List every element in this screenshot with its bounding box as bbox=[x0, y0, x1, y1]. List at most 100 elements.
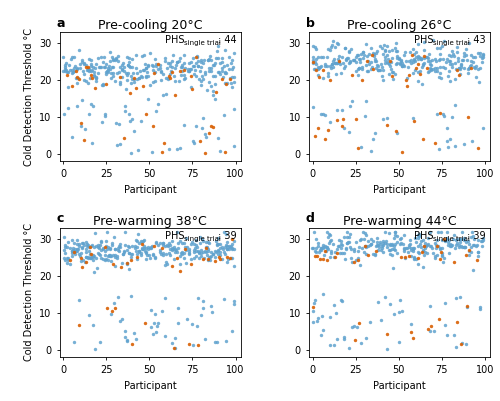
Point bbox=[112, 56, 120, 62]
Point bbox=[106, 251, 114, 258]
Point bbox=[139, 67, 147, 73]
Point bbox=[204, 256, 212, 262]
Point bbox=[371, 57, 379, 64]
Point bbox=[476, 53, 484, 59]
Point bbox=[324, 234, 332, 240]
Point bbox=[62, 67, 70, 73]
Point bbox=[368, 52, 376, 58]
Point bbox=[410, 255, 418, 261]
Point bbox=[368, 64, 376, 70]
Point bbox=[108, 241, 116, 248]
Point bbox=[436, 245, 444, 252]
Point bbox=[405, 244, 413, 250]
Point bbox=[130, 79, 138, 85]
Point bbox=[190, 71, 198, 77]
Point bbox=[453, 49, 461, 55]
Point bbox=[114, 245, 122, 251]
Point bbox=[60, 243, 68, 250]
Point bbox=[64, 257, 72, 263]
Point bbox=[309, 319, 317, 325]
Point bbox=[331, 59, 339, 66]
Point bbox=[454, 240, 462, 247]
Point bbox=[350, 247, 358, 254]
Point bbox=[322, 54, 330, 61]
Point bbox=[362, 232, 370, 239]
Point bbox=[346, 243, 354, 250]
Point bbox=[192, 248, 200, 255]
Point bbox=[448, 48, 456, 54]
Point bbox=[230, 105, 238, 112]
Point bbox=[410, 56, 418, 62]
Point bbox=[393, 233, 401, 239]
Point bbox=[194, 53, 202, 59]
Point bbox=[70, 247, 78, 253]
Point bbox=[455, 242, 463, 248]
Point bbox=[470, 64, 478, 70]
Point bbox=[168, 245, 176, 251]
Point bbox=[331, 254, 339, 261]
Point bbox=[223, 79, 231, 86]
Point bbox=[146, 245, 154, 251]
Point bbox=[471, 65, 479, 71]
Point bbox=[356, 59, 364, 66]
Point bbox=[452, 237, 460, 243]
Point bbox=[322, 244, 330, 251]
Point bbox=[102, 304, 110, 311]
Point bbox=[127, 73, 135, 79]
Point bbox=[194, 63, 202, 69]
Point bbox=[168, 263, 176, 269]
Point bbox=[464, 114, 471, 120]
Point bbox=[438, 253, 446, 259]
Point bbox=[218, 59, 226, 65]
Point bbox=[133, 76, 141, 82]
Point bbox=[114, 247, 122, 253]
Point bbox=[210, 60, 218, 66]
Point bbox=[436, 256, 444, 262]
Point bbox=[327, 250, 335, 256]
Point bbox=[309, 104, 317, 110]
Point bbox=[111, 78, 119, 84]
Point bbox=[156, 239, 164, 246]
Point bbox=[152, 61, 160, 67]
Point bbox=[409, 335, 417, 342]
Point bbox=[188, 238, 196, 245]
Point bbox=[356, 56, 364, 62]
Point bbox=[426, 303, 434, 309]
Point bbox=[309, 43, 317, 49]
Point bbox=[123, 259, 131, 266]
Point bbox=[226, 244, 234, 250]
Point bbox=[350, 245, 358, 252]
Point bbox=[137, 117, 145, 124]
Point bbox=[170, 73, 178, 80]
Point bbox=[398, 149, 406, 155]
Point bbox=[68, 134, 76, 140]
Point bbox=[340, 250, 347, 257]
Point bbox=[354, 248, 362, 254]
Point bbox=[346, 231, 354, 237]
Point bbox=[214, 241, 222, 247]
Point bbox=[91, 230, 99, 237]
Point bbox=[207, 123, 215, 130]
Point bbox=[474, 145, 482, 152]
Point bbox=[419, 248, 427, 254]
Point bbox=[202, 244, 210, 250]
Point bbox=[434, 316, 442, 322]
Point bbox=[228, 236, 236, 242]
Point bbox=[161, 295, 169, 302]
Point bbox=[85, 68, 93, 74]
Point bbox=[408, 52, 416, 58]
Point bbox=[176, 64, 184, 70]
Point bbox=[102, 69, 110, 75]
Point bbox=[396, 241, 404, 247]
Point bbox=[94, 69, 102, 76]
Point bbox=[102, 81, 110, 87]
Point bbox=[83, 67, 91, 73]
Point bbox=[333, 59, 341, 66]
Point bbox=[416, 71, 424, 77]
Point bbox=[92, 61, 100, 67]
Point bbox=[432, 111, 440, 117]
Point bbox=[148, 123, 156, 129]
Point bbox=[60, 234, 68, 240]
Point bbox=[111, 246, 119, 252]
Point bbox=[386, 251, 394, 257]
